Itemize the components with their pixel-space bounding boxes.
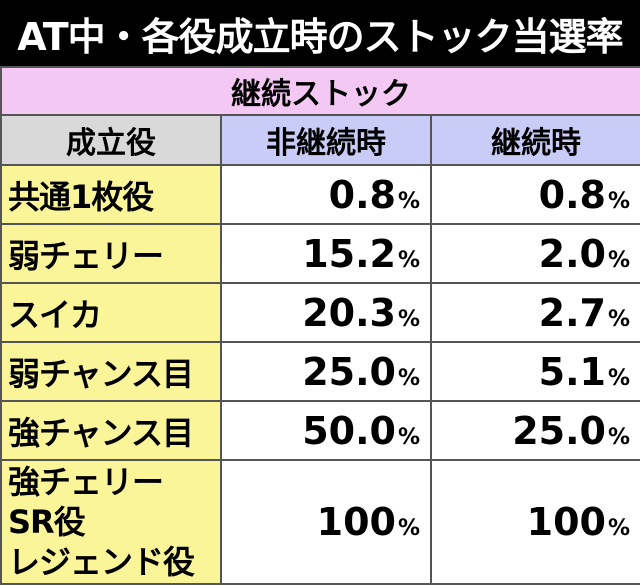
rate-continue: 25.0%	[429, 400, 640, 461]
rate-non-continue: 0.8%	[220, 164, 432, 225]
percent-sign: %	[397, 247, 420, 273]
percent-sign: %	[397, 306, 420, 332]
percent-sign: %	[397, 516, 420, 541]
rate-continue: 2.0%	[429, 223, 640, 284]
table-row: 弱チャンス目 25.0% 5.1%	[0, 341, 640, 402]
table-row: 弱チェリー 15.2% 2.0%	[0, 223, 640, 284]
percent-sign: %	[607, 188, 631, 214]
rate-value: 2.7	[538, 290, 606, 335]
rate-non-continue: 20.3%	[220, 282, 432, 343]
table-row: スイカ 20.3% 2.7%	[0, 282, 640, 343]
role-name: SR役	[8, 503, 86, 541]
percent-sign: %	[607, 516, 631, 541]
role-name: 強チャンス目	[0, 400, 222, 461]
table-row: 共通1枚役 0.8% 0.8%	[0, 164, 640, 225]
percent-sign: %	[397, 365, 420, 391]
percent-sign: %	[397, 188, 420, 214]
role-name: 弱チャンス目	[0, 341, 222, 402]
stock-rate-table: 継続ストック 成立役 非継続時 継続時 共通1枚役 0.8% 0.8% 弱チェリ…	[0, 66, 640, 585]
column-header-continue: 継続時	[429, 114, 640, 166]
rate-non-continue: 100%	[220, 459, 432, 585]
rate-value: 100	[526, 500, 606, 544]
column-header-role: 成立役	[0, 114, 222, 166]
column-header-non-continue: 非継続時	[220, 114, 432, 166]
percent-sign: %	[607, 365, 631, 391]
rate-value: 5.1	[538, 349, 606, 394]
rate-non-continue: 15.2%	[220, 223, 432, 284]
rate-non-continue: 50.0%	[220, 400, 432, 461]
role-name: レジェンド役	[8, 543, 195, 581]
rate-value: 0.8	[328, 172, 396, 217]
table-row: 強チェリー SR役 レジェンド役 100% 100%	[0, 459, 640, 585]
role-name: 強チェリー	[8, 463, 164, 501]
rate-value: 20.3	[302, 290, 396, 335]
rate-value: 100	[316, 500, 396, 544]
percent-sign: %	[607, 306, 631, 332]
group-header: 継続ストック	[0, 66, 640, 116]
percent-sign: %	[397, 424, 420, 450]
table-row: 強チャンス目 50.0% 25.0%	[0, 400, 640, 461]
role-name: 共通1枚役	[0, 164, 222, 225]
rate-continue: 5.1%	[429, 341, 640, 402]
percent-sign: %	[607, 424, 631, 450]
rate-continue: 2.7%	[429, 282, 640, 343]
rate-value: 25.0	[302, 349, 396, 394]
role-name-group: 強チェリー SR役 レジェンド役	[0, 459, 222, 585]
percent-sign: %	[607, 247, 631, 273]
rate-value: 15.2	[302, 231, 396, 276]
page-title: AT中・各役成立時のストック当選率	[0, 0, 640, 66]
rate-non-continue: 25.0%	[220, 341, 432, 402]
rate-value: 0.8	[538, 172, 606, 217]
role-name: スイカ	[0, 282, 222, 343]
rate-value: 2.0	[538, 231, 606, 276]
rate-continue: 100%	[429, 459, 640, 585]
role-name: 弱チェリー	[0, 223, 222, 284]
rate-value: 50.0	[302, 408, 396, 453]
rate-continue: 0.8%	[429, 164, 640, 225]
rate-value: 25.0	[512, 408, 606, 453]
